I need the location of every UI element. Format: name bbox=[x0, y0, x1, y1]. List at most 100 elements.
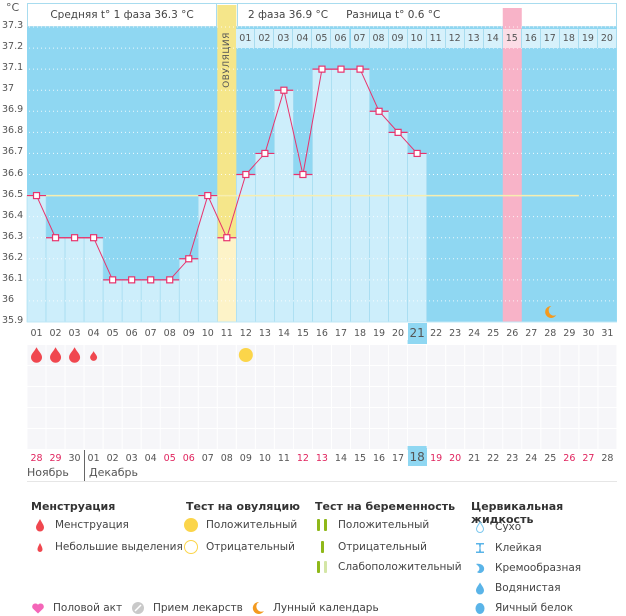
x-tick-label: 26 bbox=[506, 328, 519, 339]
symptom-cell bbox=[122, 429, 141, 449]
month-divider bbox=[84, 450, 85, 482]
calendar-date: 04 bbox=[144, 453, 157, 464]
symptom-cell bbox=[103, 408, 122, 428]
y-tick-label: 36.1 bbox=[2, 272, 24, 284]
symptom-cell bbox=[598, 366, 617, 386]
symptom-cell bbox=[84, 366, 103, 386]
symptom-cell bbox=[217, 345, 236, 365]
phase2-day-label: 14 bbox=[483, 29, 503, 48]
x-tick-label: 31 bbox=[601, 328, 614, 339]
symptom-cell bbox=[141, 429, 160, 449]
calendar-date: 01 bbox=[87, 453, 100, 464]
symptom-cell bbox=[198, 429, 217, 449]
temperature-point bbox=[128, 276, 136, 284]
legend-intercourse-label: Половой акт bbox=[53, 602, 123, 614]
temperature-point bbox=[242, 170, 250, 179]
symptom-cell bbox=[255, 366, 274, 386]
symptom-cell bbox=[465, 387, 484, 407]
symptom-cell bbox=[198, 345, 217, 365]
calendar-date: 11 bbox=[277, 453, 290, 464]
y-tick-label: 37 bbox=[2, 83, 15, 95]
temperature-point bbox=[337, 65, 345, 73]
legend-menstruation-label: Менструация bbox=[55, 519, 129, 531]
symptom-cell bbox=[65, 429, 84, 449]
small-blood-drop-icon bbox=[90, 351, 98, 361]
symptom-cell bbox=[331, 345, 351, 365]
phase2-day-label: 03 bbox=[274, 29, 294, 48]
x-tick-label: 03 bbox=[68, 328, 81, 339]
x-tick-label: 06 bbox=[125, 328, 138, 339]
blood-drop-icon bbox=[69, 347, 81, 363]
symptom-cell bbox=[122, 408, 141, 428]
symptom-cell bbox=[541, 387, 560, 407]
x-tick-label: 23 bbox=[449, 328, 462, 339]
symptom-cell bbox=[255, 387, 274, 407]
legend-ovulation-positive-label: Положительный bbox=[206, 519, 298, 531]
symptom-cell bbox=[522, 387, 541, 407]
temperature-point bbox=[223, 234, 231, 242]
symptom-cell bbox=[274, 387, 293, 407]
legend-cervical-creamy: Кремообразная bbox=[473, 561, 581, 575]
symptom-cell bbox=[522, 366, 541, 386]
symptom-cell bbox=[484, 408, 503, 428]
y-tick-label: 36.8 bbox=[2, 125, 24, 137]
symptom-cell bbox=[408, 387, 427, 407]
symptom-cell bbox=[46, 366, 65, 386]
x-tick-label: 15 bbox=[296, 328, 309, 339]
today-marker-top bbox=[407, 340, 427, 344]
calendar-date: 07 bbox=[201, 453, 214, 464]
temperature-point bbox=[299, 170, 307, 179]
phase2-day-label: 13 bbox=[464, 29, 484, 48]
symptom-cell bbox=[408, 408, 427, 428]
symptom-cell bbox=[351, 345, 370, 365]
symptom-cell bbox=[389, 408, 408, 428]
blood-drop-icon bbox=[50, 347, 62, 363]
temperature-point bbox=[51, 234, 60, 242]
symptom-cell bbox=[484, 366, 503, 386]
one-line-icon bbox=[316, 540, 330, 554]
separator bbox=[27, 481, 617, 482]
symptom-cell bbox=[255, 429, 274, 449]
y-tick-label: 36.6 bbox=[2, 167, 24, 179]
symptom-cell bbox=[236, 429, 255, 449]
x-tick-label: 13 bbox=[258, 328, 271, 339]
x-tick-label: 30 bbox=[582, 328, 595, 339]
symptom-cell bbox=[503, 366, 522, 386]
unit-label: °C bbox=[6, 1, 20, 14]
calendar-date: 30 bbox=[68, 453, 81, 464]
phase2-day-label: 09 bbox=[388, 29, 408, 48]
legend-cervical-sticky: Клейкая bbox=[473, 541, 542, 555]
symptom-cell bbox=[465, 345, 484, 365]
temperature-point bbox=[204, 191, 212, 200]
temperature-bar bbox=[388, 132, 408, 323]
symptom-cell bbox=[389, 345, 408, 365]
calendar-date: 28 bbox=[601, 453, 614, 464]
x-tick-label: 27 bbox=[525, 328, 538, 339]
ovulation-label: ОВУЛЯЦИЯ bbox=[222, 32, 232, 88]
temperature-bar bbox=[274, 89, 294, 323]
symptom-cell bbox=[427, 408, 446, 428]
x-tick-label: 22 bbox=[430, 328, 443, 339]
symptom-cell bbox=[598, 387, 617, 407]
symptom-cell bbox=[370, 429, 389, 449]
heart-icon bbox=[32, 603, 44, 614]
legend-ovulation-negative: Отрицательный bbox=[184, 540, 295, 554]
symptom-cell bbox=[560, 408, 579, 428]
symptom-cell bbox=[351, 408, 370, 428]
symptom-cell bbox=[122, 345, 141, 365]
symptom-cell bbox=[312, 366, 331, 386]
symptom-cell bbox=[179, 345, 198, 365]
legend-ovulation-test-title: Тест на овуляцию bbox=[186, 500, 300, 513]
symptom-cell bbox=[27, 408, 46, 428]
x-tick-label: 28 bbox=[544, 328, 557, 339]
x-tick-label: 08 bbox=[163, 328, 176, 339]
legend-pregnancy-positive: Положительный bbox=[316, 518, 429, 532]
sticky-icon bbox=[476, 543, 484, 553]
symptom-cell bbox=[179, 387, 198, 407]
y-tick-label: 35.9 bbox=[2, 315, 24, 326]
symptom-cell bbox=[560, 345, 579, 365]
symptom-cell bbox=[160, 345, 179, 365]
symptom-cell bbox=[141, 345, 160, 365]
temperature-bar bbox=[178, 258, 199, 323]
calendar-date: 20 bbox=[449, 453, 462, 464]
